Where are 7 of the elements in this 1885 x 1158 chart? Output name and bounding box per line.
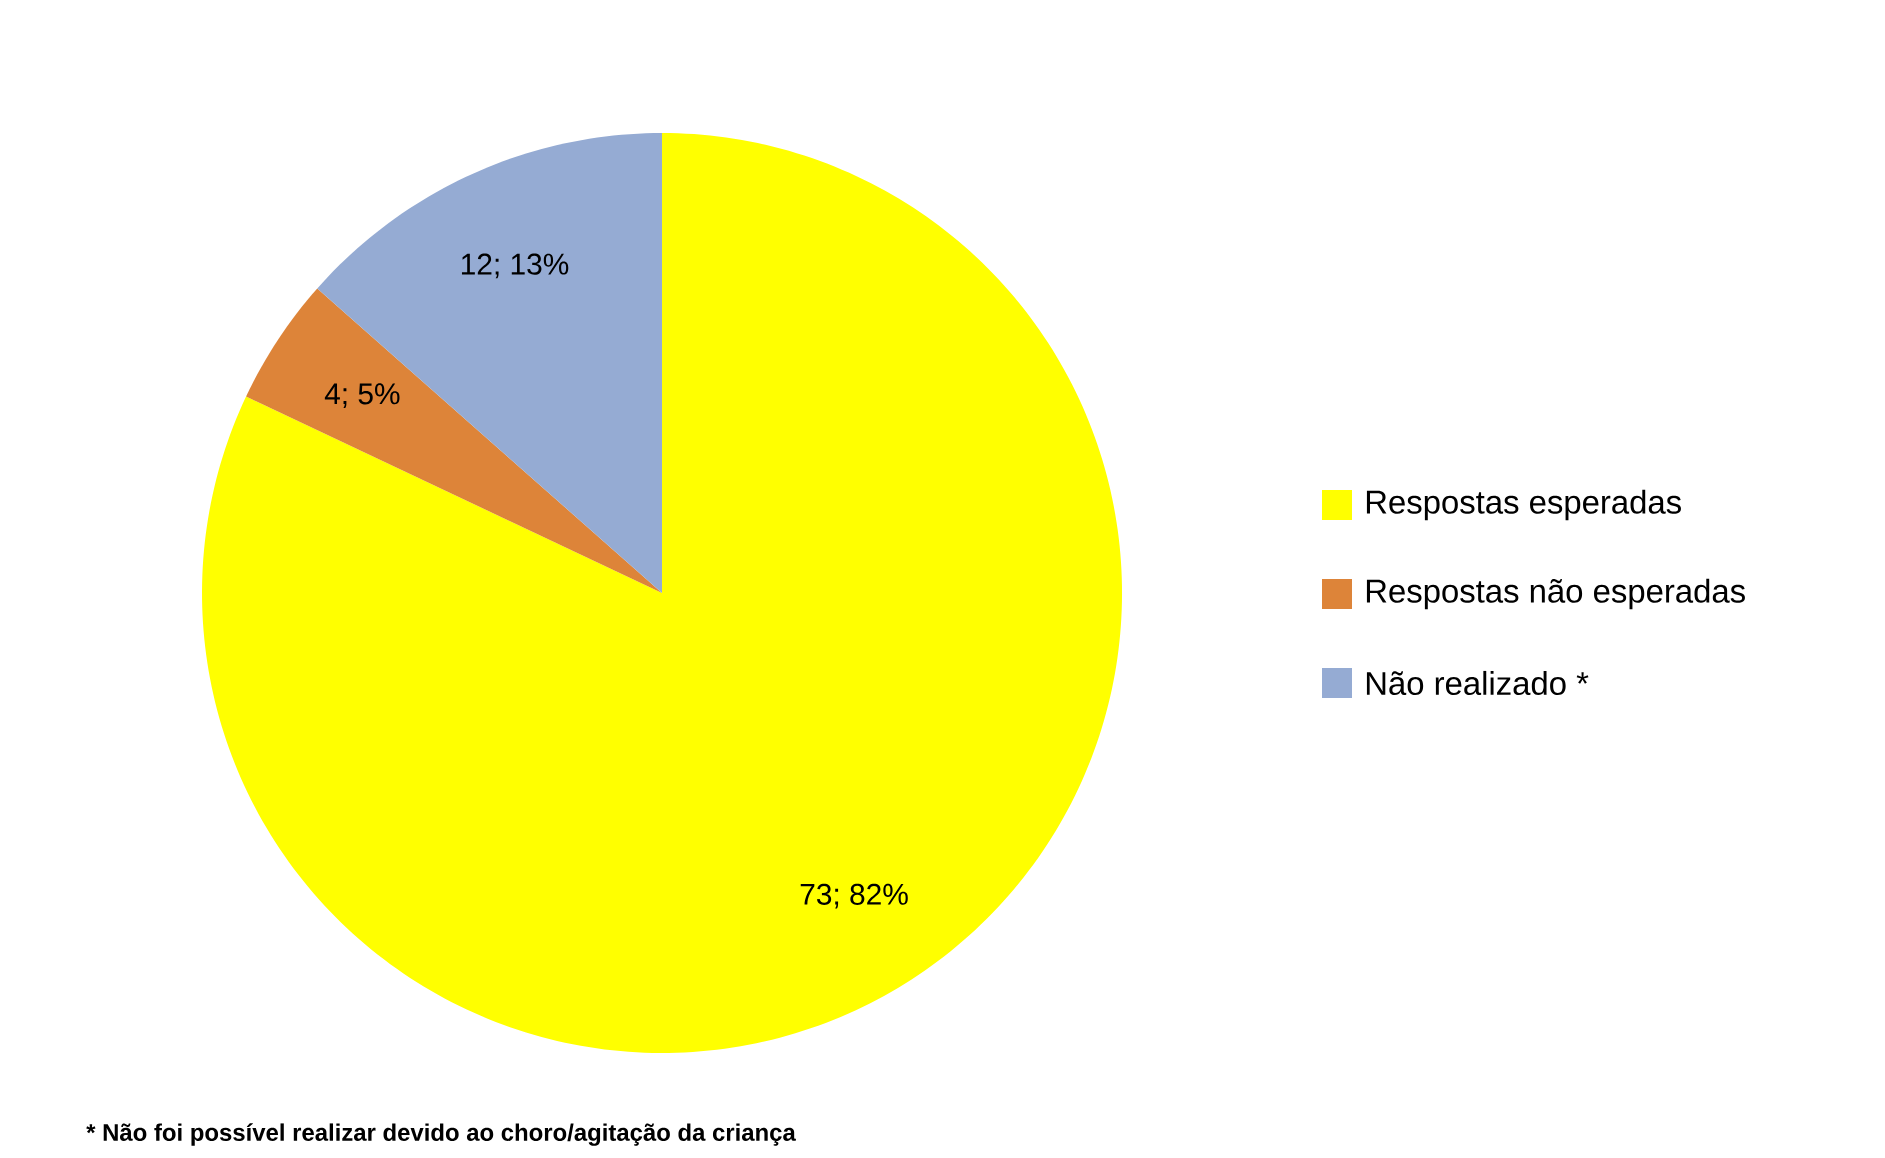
legend-label: Respostas esperadas	[1366, 489, 1681, 521]
text: * Não foi possível realizar devido ao choro/agitação da criança	[86, 1123, 796, 1146]
legend-label: Não realizado *	[1366, 670, 1589, 696]
data-label: 4; 5%	[324, 383, 400, 408]
legend-label: Respostas não esperadas	[1366, 578, 1745, 610]
data-label: 12; 13%	[461, 253, 569, 279]
data-label: 73; 82%	[800, 883, 908, 909]
